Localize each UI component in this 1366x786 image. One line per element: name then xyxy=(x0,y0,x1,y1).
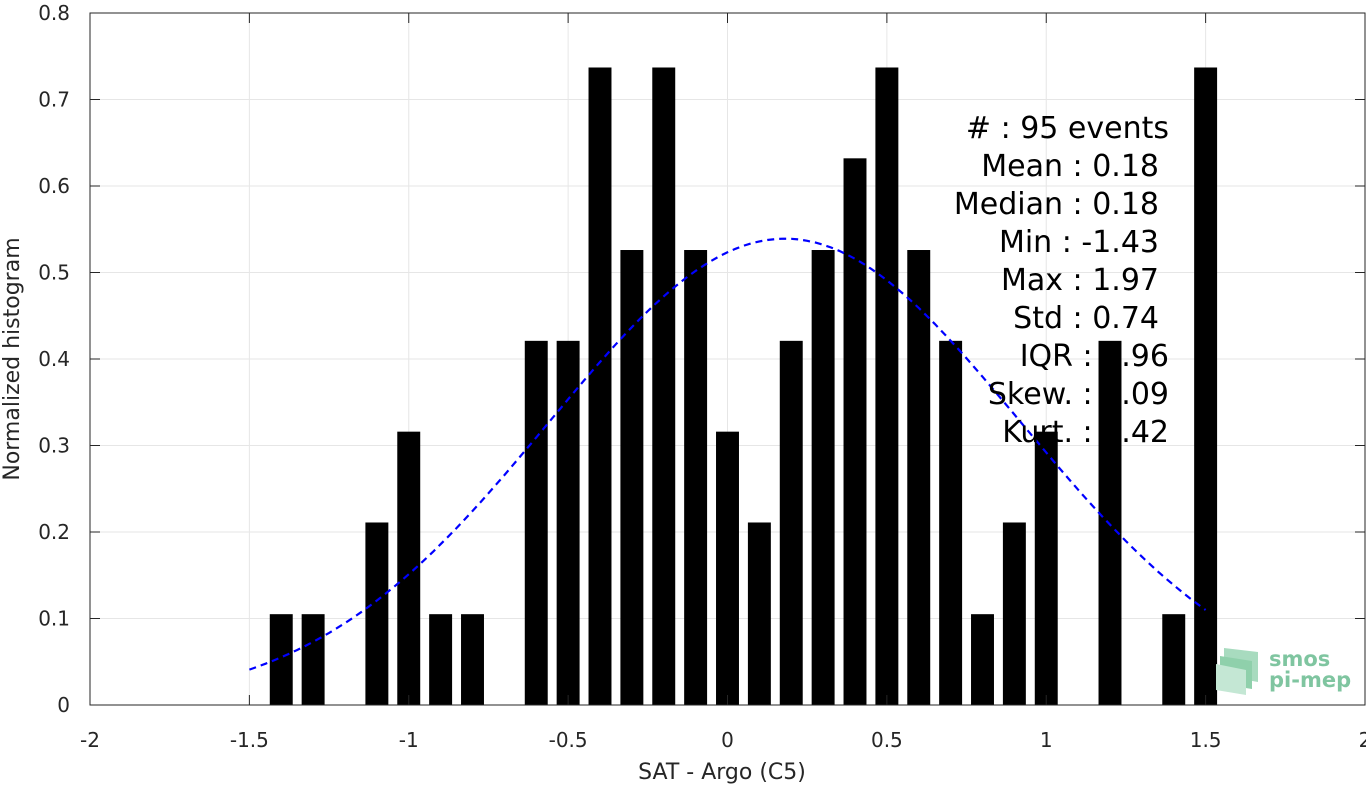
y-tick-label: 0.3 xyxy=(38,434,70,458)
histogram-bar xyxy=(971,614,994,705)
y-axis-ticks: 0 0.1 0.2 0.3 0.4 0.5 0.6 0.7 0.8 xyxy=(38,1,1365,717)
stat-line: # : 95 events xyxy=(966,111,1169,146)
histogram-bar xyxy=(365,522,389,705)
x-tick-label: 1.5 xyxy=(1190,728,1222,752)
logo-stack-icon xyxy=(1216,648,1258,695)
histogram-bar xyxy=(684,250,708,705)
histogram-bar xyxy=(1098,340,1122,705)
stat-line: Kurt. : 2.42 xyxy=(1002,415,1169,450)
stat-line: Min : -1.43 xyxy=(999,225,1159,260)
y-tick-label: 0.7 xyxy=(38,88,70,112)
smos-pimep-logo: smos pi-mep xyxy=(1216,647,1351,695)
y-tick-label: 0.1 xyxy=(38,607,70,631)
x-tick-label: -1.5 xyxy=(230,728,269,752)
x-tick-label: 1 xyxy=(1040,728,1053,752)
y-tick-label: 0.5 xyxy=(38,261,70,285)
histogram-bar xyxy=(301,614,325,705)
x-axis-ticks: -2 -1.5 -1 -0.5 0 0.5 1 1.5 2 xyxy=(80,13,1366,752)
y-tick-label: 0.8 xyxy=(38,1,70,25)
stat-line: Mean : 0.18 xyxy=(981,149,1159,184)
histogram-bar xyxy=(907,250,931,705)
histogram-bar xyxy=(811,250,835,705)
stat-line: Max : 1.97 xyxy=(1001,263,1159,298)
x-tick-label: -2 xyxy=(80,728,100,752)
x-tick-label: 0.5 xyxy=(871,728,903,752)
histogram-bar xyxy=(620,250,644,705)
histogram-bar xyxy=(556,340,580,705)
histogram-bar xyxy=(397,431,421,705)
logo-text-pimep: pi-mep xyxy=(1269,668,1351,692)
y-tick-label: 0.6 xyxy=(38,174,70,198)
y-tick-label: 0.4 xyxy=(38,347,70,371)
histogram-bar xyxy=(1034,431,1058,705)
histogram-bar xyxy=(461,614,484,705)
x-tick-label: -1 xyxy=(399,728,419,752)
histogram-bar xyxy=(716,431,739,705)
y-axis-label: Normalized histogram xyxy=(0,237,25,480)
histogram-bar xyxy=(524,340,548,705)
stat-line: Skew. : 0.09 xyxy=(988,377,1169,412)
bars xyxy=(269,67,1218,706)
histogram-bar xyxy=(779,340,803,705)
stat-line: IQR : 0.96 xyxy=(1020,339,1169,374)
x-axis-label: SAT - Argo (C5) xyxy=(638,760,806,785)
logo-text-smos: smos xyxy=(1269,647,1330,671)
histogram-bar xyxy=(1194,67,1218,706)
histogram-bar xyxy=(875,67,899,706)
histogram-bar xyxy=(652,67,676,706)
stat-line: Std : 0.74 xyxy=(1013,301,1159,336)
normal-fit-curve xyxy=(249,237,1207,671)
x-tick-label: 0 xyxy=(721,728,734,752)
x-tick-label: -0.5 xyxy=(549,728,588,752)
histogram-bar xyxy=(939,340,963,705)
histogram-bar xyxy=(1162,614,1186,705)
x-tick-label: 2 xyxy=(1359,728,1366,752)
histogram-bar xyxy=(588,67,612,706)
y-tick-label: 0 xyxy=(57,693,70,717)
histogram-bar xyxy=(429,614,453,705)
y-tick-label: 0.2 xyxy=(38,520,70,544)
histogram-bar xyxy=(1002,522,1026,705)
histogram-bar xyxy=(269,614,293,705)
histogram-bar xyxy=(747,522,771,705)
histogram-bar xyxy=(843,158,867,705)
stat-line: Median : 0.18 xyxy=(954,187,1159,222)
